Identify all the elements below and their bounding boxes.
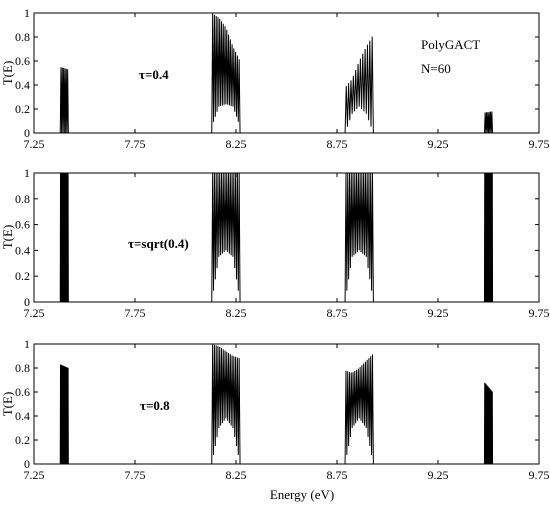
figure-annotation-n: N=60 xyxy=(421,61,451,76)
panel-1-ticks: 7.25 7.75 8.25 8.75 9.25 9.75 0 0.2 0.4 0.6 0.8 1 xyxy=(15,6,550,151)
figure-annotation-polygact: PolyGACT xyxy=(421,37,480,52)
panel-2-band-3-trace xyxy=(344,172,374,303)
panel-2-x-tick-label: 8.25 xyxy=(226,306,247,320)
panel-1-x-tick-label: 9.75 xyxy=(529,137,550,151)
panel-2-frame xyxy=(33,172,540,303)
panel-1-x-tick-label: 9.25 xyxy=(428,137,449,151)
panel-3-y-tick-label: 1 xyxy=(24,337,30,351)
panel-3-x-tick-label: 8.25 xyxy=(226,468,247,482)
panel-2-ticks: 7.25 7.75 8.25 8.75 9.25 9.75 0 0.2 0.4 0.6 0.8 1 xyxy=(15,166,550,320)
panel-3-y-tick-label: 0.6 xyxy=(15,385,30,399)
panel-3: 7.25 7.75 8.25 8.75 9.25 9.75 0 0.2 0.4 0.6 0.8 1 T… xyxy=(0,337,550,482)
panel-3-y-tick-label: 0.4 xyxy=(15,409,30,423)
panel-1-x-tick-label: 8.25 xyxy=(226,137,247,151)
panel-2-band-1-trace xyxy=(59,172,69,303)
panel-3-x-tick-label: 7.75 xyxy=(125,468,146,482)
panel-3-x-tick-label: 7.25 xyxy=(24,468,45,482)
panel-3-band-3-trace xyxy=(344,354,374,465)
panel-3-x-tick-label: 9.25 xyxy=(428,468,449,482)
panel-2-x-tick-label: 9.25 xyxy=(428,306,449,320)
panel-2-y-tick-label: 0.6 xyxy=(15,218,30,232)
panel-1-y-tick-label: 0.8 xyxy=(15,30,30,44)
panel-1-band-1-trace xyxy=(59,67,69,134)
panel-2-x-tick-label: 7.75 xyxy=(125,306,146,320)
panel-1-tau-annotation: τ=0.4 xyxy=(139,67,169,82)
panel-1-frame xyxy=(33,12,540,134)
panel-1-y-tick-label: 1 xyxy=(24,6,30,20)
panel-1-band-2-trace xyxy=(211,13,241,134)
panel-3-ticks: 7.25 7.75 8.25 8.75 9.25 9.75 0 0.2 0.4 0.6 0.8 1 xyxy=(15,337,550,482)
panel-2-y-tick-label: 0.8 xyxy=(15,192,30,206)
panel-1-y-tick-label: 0 xyxy=(24,126,30,140)
panel-3-y-tick-label: 0.8 xyxy=(15,361,30,375)
panel-2-tau-annotation: τ=sqrt(0.4) xyxy=(128,236,189,251)
panel-1-x-tick-label: 8.75 xyxy=(327,137,348,151)
panel-1-x-tick-label: 7.25 xyxy=(24,137,45,151)
x-axis-label: Energy (eV) xyxy=(270,487,334,502)
panel-1-traces xyxy=(59,13,494,134)
panel-3-traces xyxy=(59,344,494,465)
panel-1-y-tick-label: 0.2 xyxy=(15,102,30,116)
panel-2-y-tick-label: 0.2 xyxy=(15,269,30,283)
panel-2-x-tick-label: 7.25 xyxy=(24,306,45,320)
panel-3-y-axis-label: T(E) xyxy=(0,392,15,417)
panel-1-y-tick-label: 0.6 xyxy=(15,54,30,68)
panel-3-frame xyxy=(33,343,540,465)
panel-1-band-4-trace xyxy=(483,111,494,134)
panel-3-x-tick-label: 9.75 xyxy=(529,468,550,482)
panel-3-band-2-trace xyxy=(211,344,241,465)
panel-2: 7.25 7.75 8.25 8.75 9.25 9.75 0 0.2 0.4 0.6 0.8 1 T… xyxy=(0,166,550,320)
panel-3-band-1-trace xyxy=(59,364,69,465)
panel-3-band-4-trace xyxy=(483,382,494,465)
panel-1-band-3-trace xyxy=(344,36,374,134)
panel-2-traces xyxy=(59,172,494,303)
panel-3-y-tick-label: 0.2 xyxy=(15,433,30,447)
panel-2-x-tick-label: 8.75 xyxy=(327,306,348,320)
panel-1-y-axis-label: T(E) xyxy=(0,61,15,86)
panel-3-tau-annotation: τ=0.8 xyxy=(140,398,170,413)
panel-2-band-2-trace xyxy=(211,172,241,303)
panel-2-y-tick-label: 0.4 xyxy=(15,243,30,257)
panel-3-y-tick-label: 0 xyxy=(24,457,30,471)
panel-2-y-tick-label: 1 xyxy=(24,166,30,180)
panel-2-y-axis-label: T(E) xyxy=(0,225,15,250)
panel-1: 7.25 7.75 8.25 8.75 9.25 9.75 0 0.2 0.4 0.6 0.8 1 T… xyxy=(0,6,550,151)
panel-1-x-tick-label: 7.75 xyxy=(125,137,146,151)
panel-1-y-tick-label: 0.4 xyxy=(15,78,30,92)
panel-3-x-tick-label: 8.75 xyxy=(327,468,348,482)
panel-2-band-4-trace xyxy=(483,172,494,303)
panel-2-y-tick-label: 0 xyxy=(24,295,30,309)
panel-2-x-tick-label: 9.75 xyxy=(529,306,550,320)
